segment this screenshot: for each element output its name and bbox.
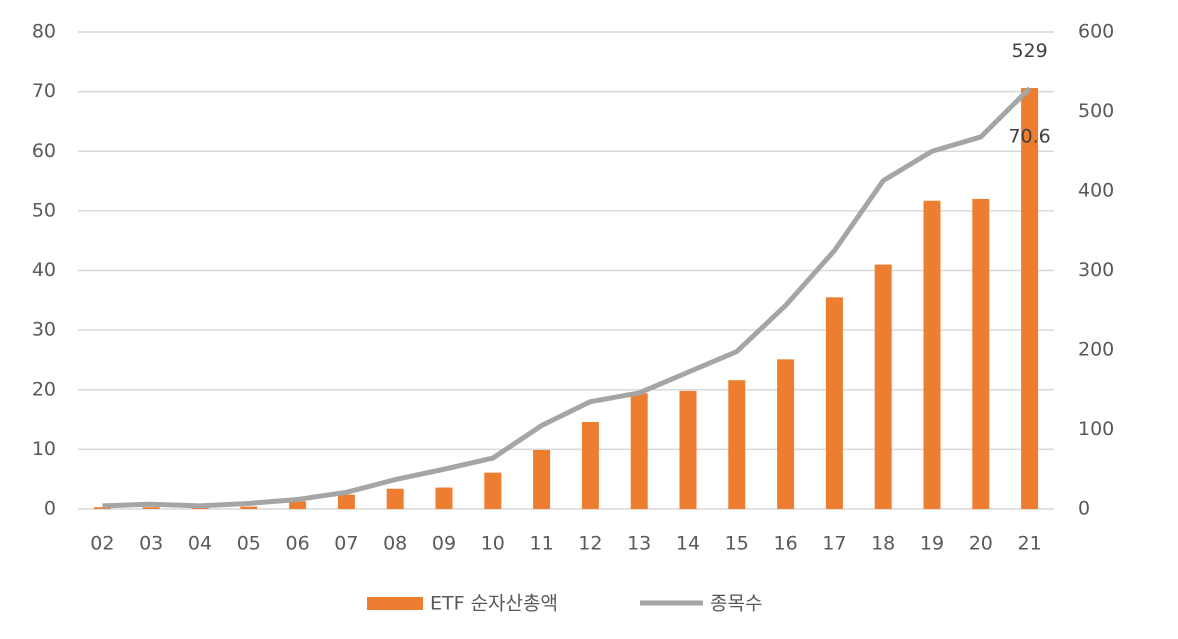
bar xyxy=(581,421,599,509)
x-tick-label: 10 xyxy=(481,533,505,555)
x-tick-label: 02 xyxy=(90,533,114,555)
bar xyxy=(825,297,843,509)
x-tick-label: 13 xyxy=(627,533,651,555)
x-tick-label: 14 xyxy=(676,533,700,555)
x-tick-label: 06 xyxy=(286,533,310,555)
y-tick-label: 30 xyxy=(32,319,56,341)
y-tick-label: 70 xyxy=(32,80,56,102)
data-label: 70.6 xyxy=(1008,126,1050,148)
x-tick-label: 05 xyxy=(237,533,261,555)
bar xyxy=(679,390,697,509)
x-tick-label: 17 xyxy=(822,533,846,555)
y-tick-label: 80 xyxy=(32,21,56,43)
bar xyxy=(289,501,307,509)
y2-tick-label: 0 xyxy=(1078,498,1090,520)
bar xyxy=(240,506,258,509)
bar xyxy=(728,380,746,509)
y2-tick-label: 300 xyxy=(1078,259,1114,281)
x-tick-label: 15 xyxy=(725,533,749,555)
x-tick-label: 04 xyxy=(188,533,212,555)
y-tick-label: 60 xyxy=(32,140,56,162)
bar xyxy=(533,449,551,509)
bar xyxy=(142,507,160,509)
x-tick-label: 20 xyxy=(969,533,993,555)
x-tick-label: 16 xyxy=(774,533,798,555)
y2-tick-label: 100 xyxy=(1078,418,1114,440)
bar xyxy=(435,487,453,509)
x-tick-label: 21 xyxy=(1018,533,1042,555)
x-tick-label: 07 xyxy=(334,533,358,555)
bar xyxy=(874,264,892,509)
x-tick-label: 12 xyxy=(578,533,602,555)
x-tick-label: 08 xyxy=(383,533,407,555)
y-tick-label: 40 xyxy=(32,259,56,281)
y2-tick-label: 500 xyxy=(1078,100,1114,122)
bar xyxy=(386,488,404,509)
x-tick-label: 19 xyxy=(920,533,944,555)
data-label: 529 xyxy=(1011,40,1047,62)
y2-tick-label: 200 xyxy=(1078,339,1114,361)
legend-swatch xyxy=(367,597,423,610)
y-tick-label: 50 xyxy=(32,199,56,221)
x-tick-label: 09 xyxy=(432,533,456,555)
x-tick-label: 03 xyxy=(139,533,163,555)
y2-tick-label: 600 xyxy=(1078,21,1114,43)
bar xyxy=(337,494,355,509)
y2-tick-label: 400 xyxy=(1078,180,1114,202)
bar xyxy=(93,507,111,509)
x-tick-label: 11 xyxy=(530,533,554,555)
bar xyxy=(777,359,795,509)
x-tick-label: 18 xyxy=(871,533,895,555)
bar xyxy=(484,472,502,509)
legend-label: ETF 순자산총액 xyxy=(430,593,558,615)
y-tick-label: 20 xyxy=(32,378,56,400)
legend-label: 종목수 xyxy=(710,593,762,615)
bar xyxy=(923,200,941,509)
line xyxy=(102,86,1032,509)
bar xyxy=(1021,88,1039,510)
bar xyxy=(972,198,990,509)
y-tick-label: 10 xyxy=(32,438,56,460)
bar xyxy=(630,393,648,509)
y-tick-label: 0 xyxy=(44,498,56,520)
